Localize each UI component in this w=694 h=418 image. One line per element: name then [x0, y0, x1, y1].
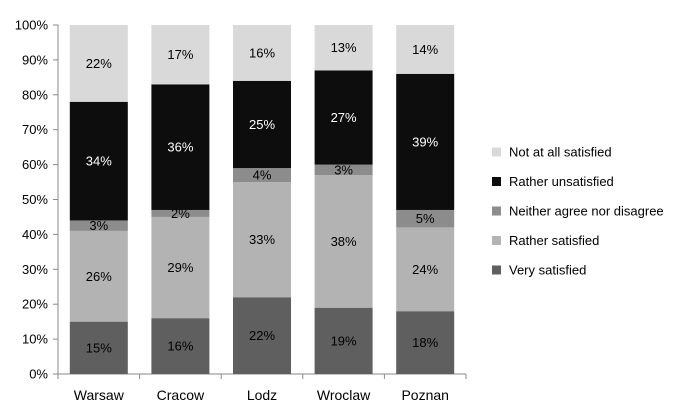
- data-label: 3%: [334, 162, 353, 177]
- data-label: 5%: [416, 211, 435, 226]
- bar-segment: [314, 25, 373, 71]
- legend-label: Rather satisfied: [509, 233, 599, 248]
- bars: 15%26%3%34%22%16%29%2%36%17%22%33%4%25%1…: [69, 25, 455, 374]
- data-label: 26%: [86, 269, 112, 284]
- legend-label: Neither agree nor disagree: [509, 204, 664, 219]
- y-tick-label: 70%: [22, 122, 48, 137]
- bar-segment: [396, 25, 455, 74]
- data-label: 39%: [412, 134, 438, 149]
- data-label: 19%: [331, 333, 357, 348]
- x-category-label: Lodz: [247, 387, 277, 403]
- y-tick-label: 80%: [22, 87, 48, 102]
- bar-segment: [69, 101, 128, 221]
- data-label: 15%: [86, 340, 112, 355]
- legend-label: Not at all satisfied: [509, 145, 612, 160]
- bar-segment: [69, 25, 128, 102]
- bar-segment: [396, 311, 455, 374]
- bar-segment: [151, 25, 210, 85]
- x-category-label: Poznan: [401, 387, 448, 403]
- data-label: 4%: [253, 168, 272, 183]
- y-tick-label: 0%: [29, 367, 48, 382]
- bar-segment: [314, 175, 373, 308]
- bar-segment: [233, 168, 291, 183]
- bar-segment: [151, 84, 210, 210]
- x-category-label: Wroclaw: [317, 387, 371, 403]
- x-category-label: Cracow: [157, 387, 205, 403]
- bar-segment: [233, 297, 291, 374]
- legend-label: Rather unsatisfied: [509, 174, 614, 189]
- bar-segment: [314, 70, 373, 165]
- bar-segment: [233, 25, 291, 81]
- bar-segment: [233, 80, 291, 169]
- data-label: 22%: [86, 56, 112, 71]
- data-label: 3%: [89, 218, 108, 233]
- y-tick-label: 90%: [22, 52, 48, 67]
- bar-segment: [151, 209, 210, 217]
- data-label: 16%: [249, 45, 275, 60]
- legend-swatch: [492, 177, 501, 186]
- data-label: 34%: [86, 154, 112, 169]
- legend-swatch: [492, 236, 501, 245]
- y-tick-label: 100%: [15, 18, 49, 33]
- data-label: 36%: [167, 140, 193, 155]
- data-label: 33%: [249, 232, 275, 247]
- bar-segment: [396, 73, 455, 210]
- bar-segment: [233, 182, 291, 298]
- data-label: 18%: [412, 335, 438, 350]
- legend: Not at all satisfied Rather unsatisfied Ne…: [492, 145, 664, 278]
- bar-segment: [151, 216, 210, 319]
- data-label: 13%: [331, 40, 357, 55]
- legend-swatch: [492, 265, 501, 275]
- y-tick-label: 30%: [22, 262, 48, 277]
- data-label: 16%: [167, 339, 193, 354]
- y-tick-label: 20%: [22, 297, 48, 312]
- data-label: 14%: [412, 42, 438, 57]
- x-category-label: Warsaw: [74, 387, 125, 403]
- axes: 0% 10% 20% 30% 40% 50% 60% 70% 80% 90% 100% Warsaw C…: [15, 18, 467, 403]
- legend-label: Very satisfied: [509, 263, 586, 278]
- data-label: 22%: [249, 328, 275, 343]
- bar-segment: [69, 230, 128, 322]
- bar-segment: [314, 307, 373, 374]
- data-label: 38%: [331, 234, 357, 249]
- y-tick-label: 10%: [22, 332, 48, 347]
- legend-swatch: [492, 206, 501, 216]
- y-tick-label: 50%: [22, 192, 48, 207]
- data-label: 29%: [167, 260, 193, 275]
- y-tick-label: 40%: [22, 227, 48, 242]
- data-label: 24%: [412, 262, 438, 277]
- legend-swatch: [492, 147, 501, 157]
- bar-segment: [314, 164, 373, 176]
- bar-segment: [69, 321, 128, 374]
- bar-segment: [151, 318, 210, 374]
- data-label: 27%: [331, 110, 357, 125]
- y-tick-label: 60%: [22, 157, 48, 172]
- bar-segment: [69, 220, 128, 231]
- bar-segment: [396, 227, 455, 312]
- data-label: 17%: [167, 47, 193, 62]
- data-label: 25%: [249, 117, 275, 132]
- bar-segment: [396, 209, 455, 228]
